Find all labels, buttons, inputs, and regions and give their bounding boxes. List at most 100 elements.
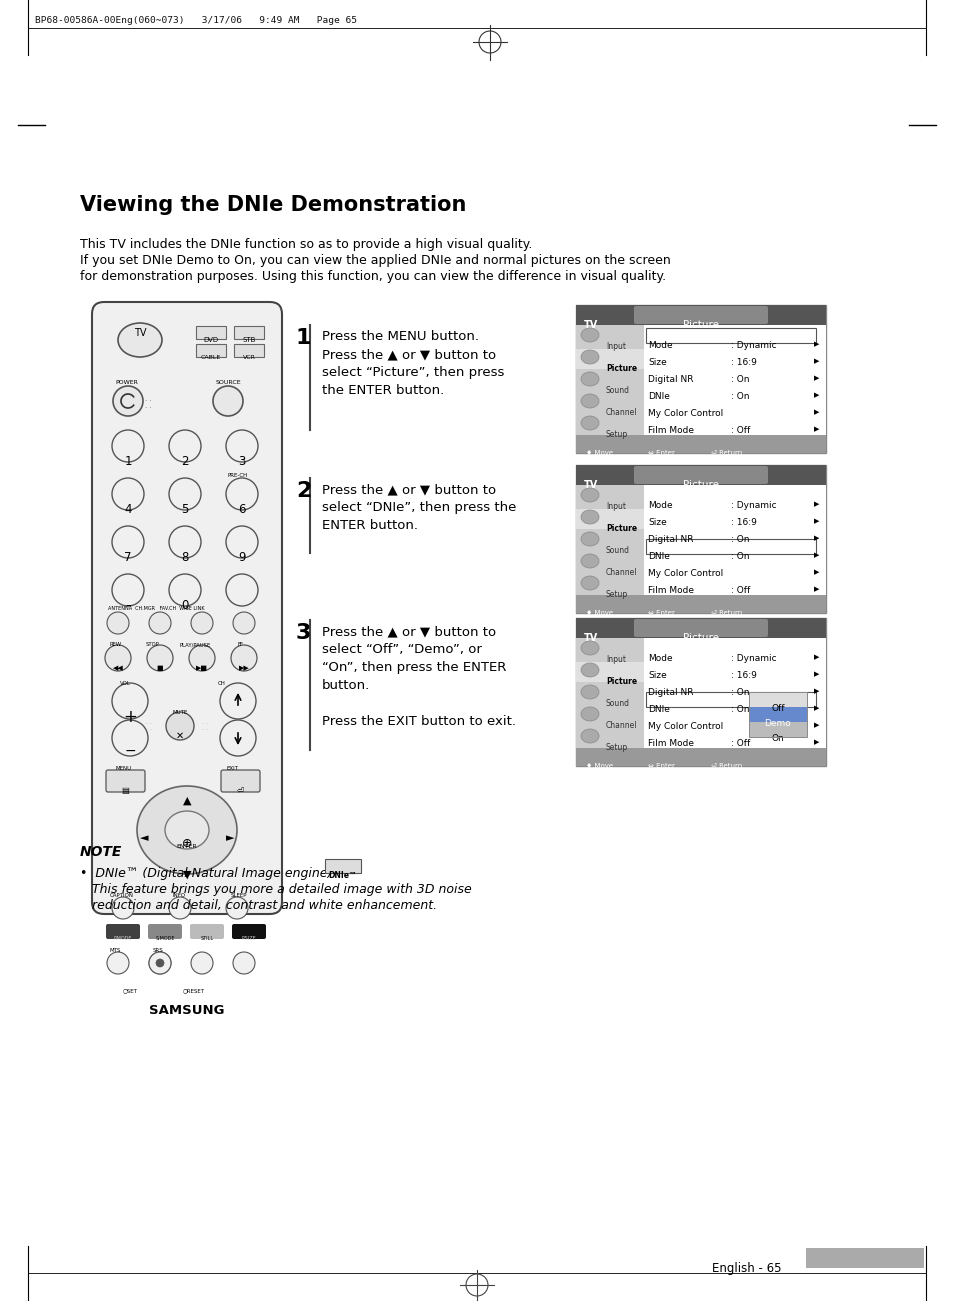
Text: 2: 2 <box>295 481 311 501</box>
Text: : 16:9: : 16:9 <box>730 358 756 367</box>
Ellipse shape <box>137 786 236 874</box>
Text: Size: Size <box>647 518 666 527</box>
Circle shape <box>149 952 171 974</box>
Circle shape <box>112 896 133 919</box>
Text: ♦ Move: ♦ Move <box>585 762 613 769</box>
Text: This TV includes the DNIe function so as to provide a high visual quality.: This TV includes the DNIe function so as… <box>80 238 532 251</box>
Circle shape <box>105 645 131 671</box>
Bar <box>748 692 806 736</box>
Text: DNIe: DNIe <box>647 705 669 714</box>
Text: INFO: INFO <box>172 892 186 898</box>
Text: REW: REW <box>110 641 122 647</box>
Text: 3: 3 <box>238 455 246 468</box>
Text: ⇔ Enter: ⇔ Enter <box>647 762 674 769</box>
Text: TV: TV <box>583 320 598 330</box>
Text: ▶: ▶ <box>813 552 819 558</box>
Ellipse shape <box>580 328 598 342</box>
Bar <box>645 692 815 706</box>
Text: ▶: ▶ <box>813 358 819 364</box>
Text: Setup: Setup <box>605 743 628 752</box>
Ellipse shape <box>580 488 598 502</box>
Circle shape <box>149 611 171 634</box>
Text: SOURCE: SOURCE <box>215 380 241 385</box>
Bar <box>576 349 643 369</box>
Text: 6: 6 <box>238 503 246 516</box>
Text: MUTE: MUTE <box>172 710 188 716</box>
Bar <box>233 327 264 340</box>
FancyBboxPatch shape <box>106 770 145 792</box>
Circle shape <box>112 683 148 719</box>
Text: Sound: Sound <box>605 386 629 396</box>
Text: TV: TV <box>583 480 598 490</box>
Text: SLEEP: SLEEP <box>231 892 247 898</box>
Text: DNIe™: DNIe™ <box>329 870 357 879</box>
Text: 4: 4 <box>124 503 132 516</box>
Text: Sound: Sound <box>605 546 629 556</box>
Text: : 16:9: : 16:9 <box>730 671 756 680</box>
Text: Picture: Picture <box>682 320 719 330</box>
Text: CH: CH <box>218 680 226 686</box>
Ellipse shape <box>580 686 598 699</box>
Ellipse shape <box>580 510 598 524</box>
Bar <box>576 325 643 435</box>
Text: : On: : On <box>730 375 749 384</box>
Circle shape <box>112 574 144 606</box>
FancyBboxPatch shape <box>221 770 260 792</box>
Text: “On”, then press the ENTER: “On”, then press the ENTER <box>322 661 506 674</box>
Text: P.MODE: P.MODE <box>113 935 132 941</box>
Text: Press the EXIT button to exit.: Press the EXIT button to exit. <box>322 716 516 729</box>
Circle shape <box>226 574 257 606</box>
Circle shape <box>226 526 257 558</box>
Text: Film Mode: Film Mode <box>647 425 693 435</box>
Text: ▶: ▶ <box>813 705 819 712</box>
Text: Picture: Picture <box>682 480 719 490</box>
Text: ▶▶: ▶▶ <box>238 665 249 671</box>
Text: ■: ■ <box>156 665 163 671</box>
Circle shape <box>213 386 243 416</box>
Text: · ·
· ·: · · · · <box>146 721 152 731</box>
Text: ⏎ Return: ⏎ Return <box>710 610 741 615</box>
Text: · ·: · · <box>145 398 152 405</box>
Text: BP68-00586A-00Eng(060~073)   3/17/06   9:49 AM   Page 65: BP68-00586A-00Eng(060~073) 3/17/06 9:49 … <box>35 16 356 25</box>
Circle shape <box>189 645 214 671</box>
Text: TV: TV <box>133 328 146 338</box>
Text: ▶: ▶ <box>813 688 819 693</box>
Text: POWER: POWER <box>115 380 138 385</box>
Text: ▤: ▤ <box>121 786 129 795</box>
Text: English - 65: English - 65 <box>711 1262 781 1275</box>
Text: CABLE: CABLE <box>201 355 221 360</box>
Circle shape <box>169 477 201 510</box>
Text: TV: TV <box>583 634 598 643</box>
Text: Press the ▲ or ▼ button to: Press the ▲ or ▼ button to <box>322 624 496 637</box>
Text: ▲: ▲ <box>183 796 191 807</box>
Text: ▶: ▶ <box>813 501 819 507</box>
Circle shape <box>233 952 254 974</box>
Text: select “Off”, “Demo”, or: select “Off”, “Demo”, or <box>322 643 481 656</box>
Text: ENTER button.: ENTER button. <box>322 519 417 532</box>
Ellipse shape <box>580 641 598 654</box>
Text: ▶: ▶ <box>813 739 819 745</box>
Circle shape <box>231 645 256 671</box>
Text: : Dynamic: : Dynamic <box>730 654 776 664</box>
Circle shape <box>112 477 144 510</box>
Bar <box>748 692 806 706</box>
Ellipse shape <box>580 372 598 386</box>
Text: 3: 3 <box>295 623 311 643</box>
Ellipse shape <box>580 394 598 409</box>
Bar <box>576 595 825 613</box>
Ellipse shape <box>580 706 598 721</box>
Text: Picture: Picture <box>605 677 637 686</box>
Text: ▼: ▼ <box>183 870 191 879</box>
Bar <box>576 748 825 766</box>
Text: 0: 0 <box>181 598 189 611</box>
Text: ▶: ▶ <box>813 671 819 677</box>
FancyBboxPatch shape <box>634 619 767 637</box>
Bar <box>576 464 825 485</box>
Text: Film Mode: Film Mode <box>647 739 693 748</box>
Ellipse shape <box>580 532 598 546</box>
Circle shape <box>112 719 148 756</box>
Text: STB: STB <box>242 337 255 343</box>
Text: : On: : On <box>730 688 749 697</box>
Text: : Off: : Off <box>730 585 749 595</box>
Text: : Dynamic: : Dynamic <box>730 501 776 510</box>
